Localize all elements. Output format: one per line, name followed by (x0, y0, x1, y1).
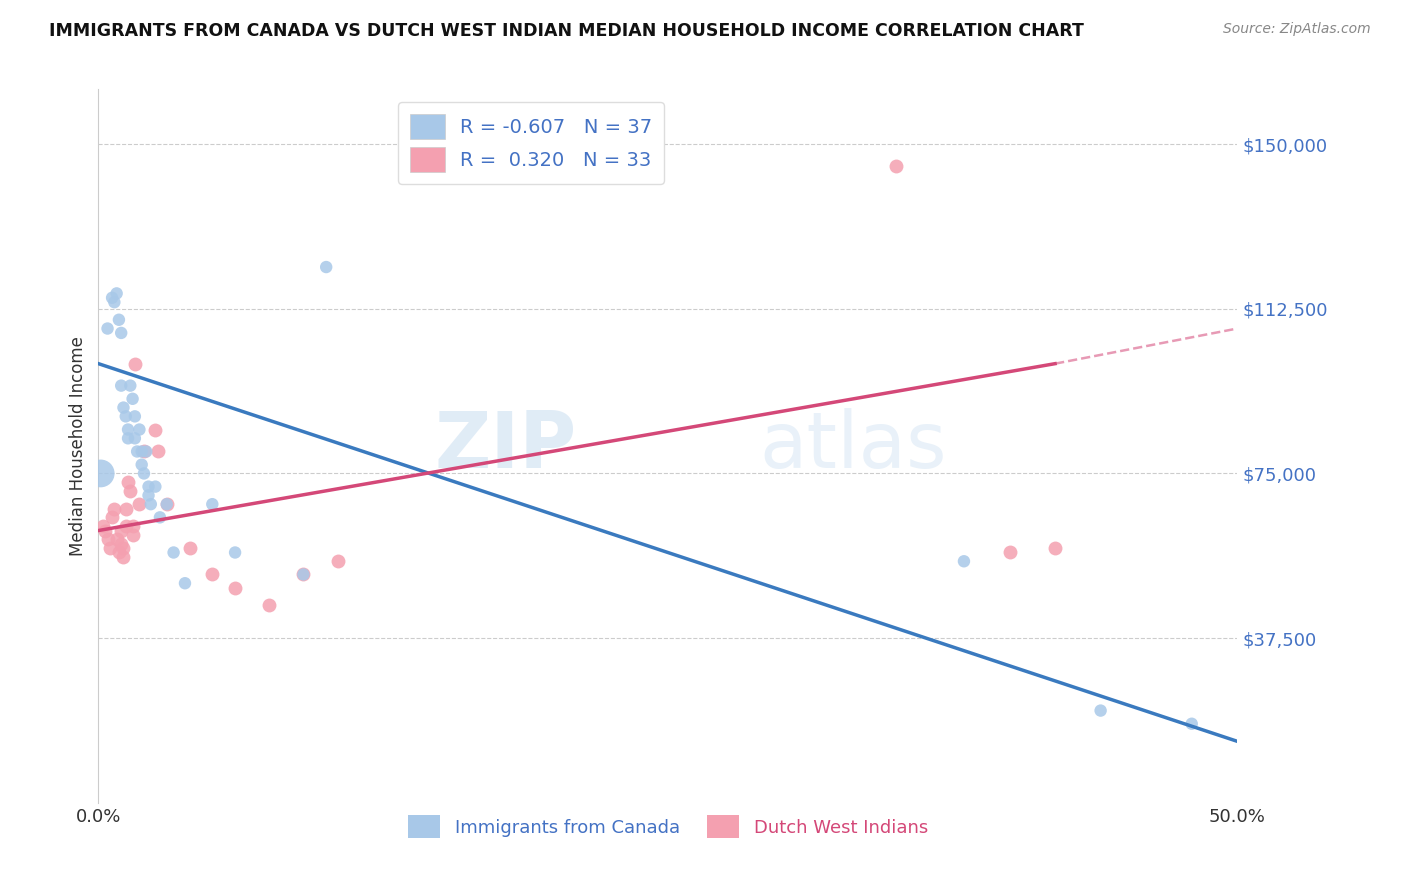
Point (139, 497, 162, 511)
Point (145, 480, 167, 494)
Point (292, 567, 315, 582)
Point (127, 444, 149, 458)
Point (121, 528, 143, 542)
Point (124, 357, 146, 371)
Point (884, 159, 907, 173)
Point (110, 537, 132, 551)
Point (117, 423, 139, 437)
Point (1181, 716, 1204, 731)
Point (94, 524, 117, 538)
Point (96, 321, 118, 335)
Point (121, 392, 143, 406)
Point (120, 483, 142, 498)
Point (110, 524, 132, 538)
Point (120, 378, 142, 392)
Point (315, 260, 337, 274)
Point (132, 444, 155, 458)
Point (108, 545, 131, 559)
Point (326, 554, 349, 568)
Point (224, 545, 246, 559)
Point (114, 501, 136, 516)
Point (110, 326, 132, 340)
Point (114, 519, 136, 533)
Text: Source: ZipAtlas.com: Source: ZipAtlas.com (1223, 22, 1371, 37)
Point (124, 409, 146, 424)
Text: atlas: atlas (759, 408, 946, 484)
Legend: Immigrants from Canada, Dutch West Indians: Immigrants from Canada, Dutch West India… (399, 806, 936, 847)
Point (156, 497, 179, 511)
Point (292, 567, 315, 582)
Text: IMMIGRANTS FROM CANADA VS DUTCH WEST INDIAN MEDIAN HOUSEHOLD INCOME CORRELATION : IMMIGRANTS FROM CANADA VS DUTCH WEST IND… (49, 22, 1084, 40)
Point (103, 295, 125, 310)
Point (179, 541, 201, 555)
Point (91, 519, 114, 533)
Point (135, 444, 157, 458)
Point (138, 480, 160, 494)
Point (112, 541, 135, 555)
Point (124, 431, 146, 445)
Point (105, 533, 128, 547)
Point (145, 423, 167, 437)
Point (103, 501, 125, 516)
Point (96, 533, 118, 547)
Point (146, 444, 169, 458)
Point (138, 488, 160, 502)
Point (201, 497, 224, 511)
Point (259, 598, 281, 612)
Y-axis label: Median Household Income: Median Household Income (69, 336, 87, 556)
Point (131, 444, 153, 458)
Point (114, 409, 136, 424)
Point (117, 475, 139, 490)
Point (98, 541, 121, 555)
Point (131, 458, 153, 472)
Text: ZIP: ZIP (434, 408, 576, 484)
Point (1090, 704, 1112, 718)
Point (156, 497, 179, 511)
Point (998, 545, 1021, 559)
Point (162, 545, 184, 559)
Point (112, 401, 135, 415)
Point (201, 567, 224, 582)
Point (117, 431, 139, 445)
Point (105, 286, 128, 301)
Point (132, 467, 155, 481)
Point (174, 576, 197, 591)
Point (149, 510, 172, 524)
Point (101, 510, 124, 524)
Point (128, 423, 150, 437)
Point (112, 549, 135, 564)
Point (1043, 541, 1066, 555)
Point (101, 291, 124, 305)
Point (108, 312, 131, 326)
Point (90, 467, 112, 481)
Point (121, 519, 143, 533)
Point (953, 554, 976, 568)
Point (224, 581, 246, 595)
Point (110, 378, 132, 392)
Point (128, 497, 150, 511)
